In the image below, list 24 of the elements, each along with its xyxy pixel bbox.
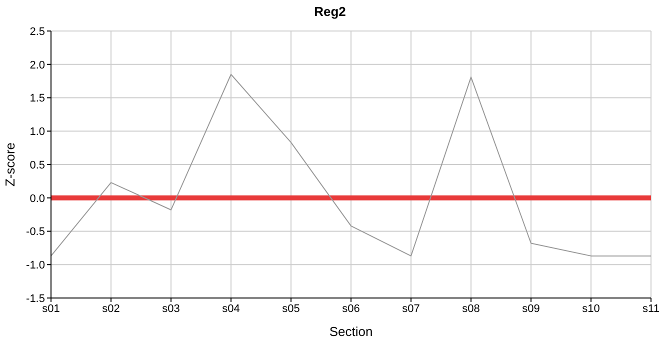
x-tick-label: s03 xyxy=(162,302,180,315)
y-tick-label: 1.0 xyxy=(30,126,45,138)
x-tick-label: s08 xyxy=(462,302,480,315)
x-tick-label: s09 xyxy=(522,302,540,315)
y-tick-label: -1.5 xyxy=(26,292,45,305)
x-tick-label: s01 xyxy=(42,302,60,315)
x-tick-label: s07 xyxy=(402,302,420,315)
x-tick-label: s06 xyxy=(342,302,360,315)
y-axis-title: Z-score xyxy=(2,142,18,187)
y-tick-label: 2.5 xyxy=(30,26,45,38)
chart-title: Reg2 xyxy=(313,4,347,19)
x-axis-title: Section xyxy=(329,324,373,339)
y-tick-label: -0.5 xyxy=(26,226,45,238)
y-tick-label: -1.0 xyxy=(26,260,45,272)
x-tick-label: s05 xyxy=(282,302,300,315)
line-series xyxy=(51,74,651,256)
y-tick-label: 0.0 xyxy=(30,192,45,205)
y-tick-label: 0.5 xyxy=(30,159,45,172)
x-tick-label: s02 xyxy=(102,302,120,315)
x-tick-label: s10 xyxy=(582,302,600,315)
x-tick-label: s11 xyxy=(642,302,660,315)
y-tick-label: 1.5 xyxy=(30,92,45,105)
y-tick-label: 2.0 xyxy=(30,59,45,72)
x-tick-label: s04 xyxy=(222,302,240,315)
